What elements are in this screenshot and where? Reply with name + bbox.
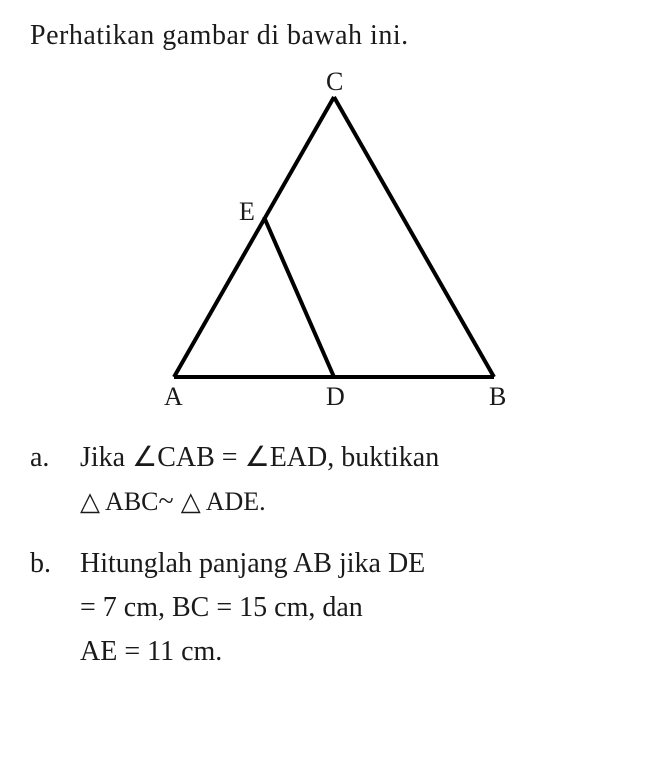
qa-angle-ead: ∠EAD (245, 442, 328, 473)
question-b-text: Hitunglah panjang AB jika DE = 7 cm, BC … (80, 543, 638, 675)
qa-triangle-abc: △ ABC (80, 487, 159, 516)
vertex-label-d: D (326, 382, 345, 412)
question-b-line2: = 7 cm, BC = 15 cm, dan (80, 587, 638, 629)
question-b-line3: AE = 11 cm. (80, 631, 638, 673)
question-b-marker: b. (30, 543, 80, 675)
qa-suffix: , buktikan (327, 442, 439, 473)
line-ac (174, 97, 334, 377)
page-title: Perhatikan gambar di bawah ini. (30, 20, 638, 52)
question-a-line2: △ ABC~ △ ADE. (80, 481, 638, 523)
question-list: a. Jika ∠CAB = ∠EAD, buktikan △ ABC~ △ A… (30, 437, 638, 675)
qa-equals: = (215, 442, 245, 473)
triangle-svg (144, 67, 524, 417)
line-ed (264, 217, 334, 377)
vertex-label-b: B (489, 382, 506, 412)
question-a: a. Jika ∠CAB = ∠EAD, buktikan △ ABC~ △ A… (30, 437, 638, 525)
qa-prefix: Jika (80, 442, 132, 473)
triangle-diagram: C E A D B (144, 67, 524, 417)
qa-similar: ~ (159, 486, 181, 517)
question-a-marker: a. (30, 437, 80, 525)
question-b-line1: Hitunglah panjang AB jika DE (80, 543, 638, 585)
question-a-text: Jika ∠CAB = ∠EAD, buktikan △ ABC~ △ ADE. (80, 437, 638, 525)
vertex-label-e: E (239, 197, 255, 227)
line-bc (334, 97, 494, 377)
question-b: b. Hitunglah panjang AB jika DE = 7 cm, … (30, 543, 638, 675)
vertex-label-c: C (326, 67, 343, 97)
qa-triangle-ade: △ ADE. (181, 487, 266, 516)
qa-angle-cab: ∠CAB (132, 442, 215, 473)
vertex-label-a: A (164, 382, 183, 412)
question-a-line1: Jika ∠CAB = ∠EAD, buktikan (80, 437, 638, 479)
diagram-container: C E A D B (30, 67, 638, 417)
